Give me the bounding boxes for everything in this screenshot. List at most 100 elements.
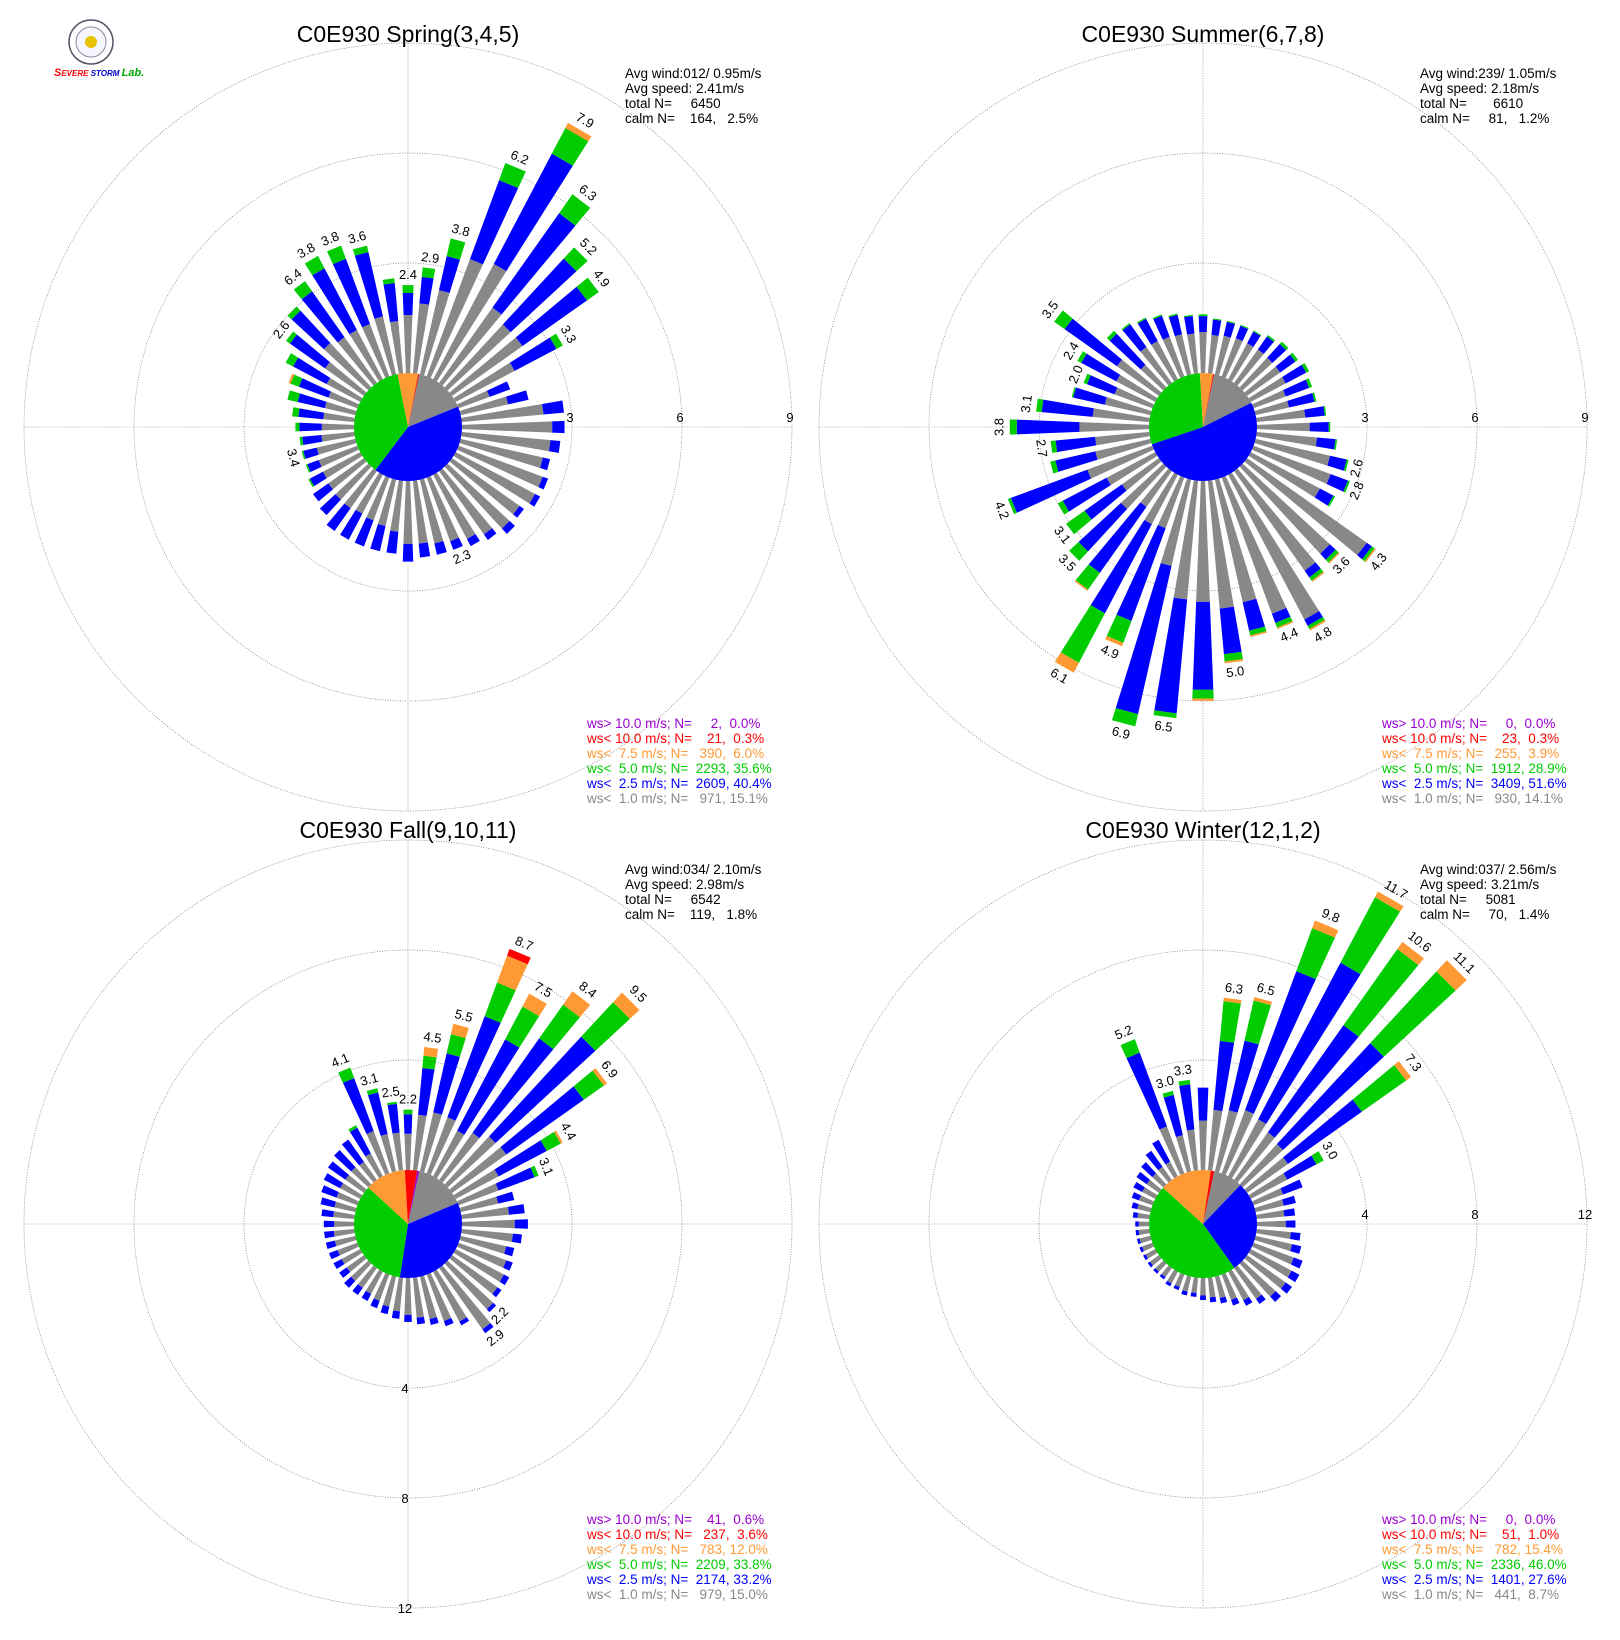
wind-bar-segment [1290,1232,1301,1241]
wind-bar-segment [332,258,371,328]
wind-bar-segment [1226,320,1236,324]
wind-bar-segment [1116,524,1166,621]
bar-value-label: 3.6 [346,228,367,247]
wind-bar-segment [324,1230,335,1239]
wind-bar-segment [380,1304,390,1315]
wind-bar-segment [1283,1208,1296,1217]
ring-label: 3 [566,410,573,425]
wind-bar-segment [422,1055,437,1070]
wind-bar-segment [1283,1099,1362,1164]
wind-bar-segment [433,472,476,540]
wind-bar-segment [367,1092,388,1136]
stats-line: calm N= 119, 1.8% [625,907,757,922]
wind-bar-segment [1282,1195,1296,1206]
wind-bar-segment [404,1277,412,1315]
wind-bar-segment [1254,400,1290,416]
stats-line: total N= 5081 [1420,892,1516,907]
wind-bar-segment [453,1249,504,1282]
legend-entry: ws> 10.0 m/s; N= 0, 0.0% [1381,716,1555,731]
stats-line: Avg wind:034/ 2.10m/s [625,862,762,877]
wind-bar-segment [488,1036,596,1144]
bar-value-label: 4.9 [1099,641,1121,662]
wind-bar-segment [1214,1275,1226,1299]
wind-bar-segment [426,1117,456,1175]
wind-bar-segment [1283,379,1310,397]
wind-bar-segment [1252,445,1331,484]
wind-bar-segment [457,1039,520,1135]
speed-pie-slice [354,1187,408,1278]
wind-bar-segment [1207,1277,1216,1298]
wind-bar-segment [333,1211,355,1220]
wind-bar-segment [382,278,395,285]
wind-bar-segment [499,163,526,189]
wind-bar-segment [439,1132,480,1183]
wind-bar-segment [1200,1295,1206,1300]
wind-bar-segment [1244,1000,1271,1045]
wind-bar-segment [433,1130,465,1179]
wind-bar-segment [292,407,300,417]
wind-bar-segment [1081,353,1121,382]
bar-value-label: 6.3 [1224,980,1244,997]
wind-bar-segment [391,1310,400,1319]
wind-bar-segment [1253,330,1262,336]
wind-bar-segment [1315,437,1336,450]
wind-bar-segment [1200,1277,1206,1296]
wind-bar-segment [286,331,297,344]
speed-pie-slice [1203,374,1252,427]
wind-bar-segment [393,1277,404,1312]
wind-bar-segment [327,245,346,265]
range-ring [23,42,793,812]
wind-bar-segment [1084,484,1127,520]
wind-bar-segment [1239,463,1330,554]
wind-rose-panel: 4 8 126.3 6.59.811.710.611.17.33.05.23.03.3… [818,817,1592,1609]
wind-bar-segment [1198,314,1208,317]
wind-bar-segment [402,543,414,562]
legend-entry: ws< 1.0 m/s; N= 979, 15.0% [586,1587,768,1602]
wind-bar-segment [1159,1273,1166,1280]
wind-bar-segment [1223,997,1242,1004]
wind-bar-segment [1248,452,1320,498]
wind-bar-segment [1090,519,1152,614]
wind-bar-segment [1228,1269,1250,1301]
wind-bar-segment [1248,1249,1292,1278]
wind-bar-segment [337,337,377,386]
wind-bar-segment [1133,1181,1145,1192]
bar-value-label: 2.4 [399,267,417,282]
bar-value-label: 4.5 [423,1029,443,1046]
wind-bar-segment [1304,611,1323,626]
wind-bar-segment [322,452,363,479]
wind-bar-segment [1120,1039,1140,1059]
wind-bar-segment [495,1167,535,1191]
wind-bar-segment [457,390,490,409]
wind-bar-segment [1252,390,1286,409]
wind-bar-segment [507,948,531,965]
wind-bar-segment [1239,1260,1276,1297]
wind-bar-segment [342,1078,374,1135]
wind-bar-segment [1136,1171,1150,1185]
wind-bar-segment [346,1255,367,1273]
wind-bar-segment [1075,564,1100,590]
wind-bar-segment [366,1131,390,1175]
speed-pie-slice [1203,1170,1215,1224]
wind-bar-segment [295,422,300,432]
wind-bar-segment [1184,315,1195,335]
lab-logo: SEVERE STORM Lab. [54,19,144,79]
wind-bar-segment [308,478,315,488]
wind-bar-segment [1270,1291,1282,1303]
wind-bar-segment [1137,318,1158,345]
wind-bar-segment [1142,1187,1158,1199]
wind-bar-segment [1311,1151,1324,1165]
wind-bar-segment [1115,563,1172,715]
wind-bar-segment [1307,617,1325,629]
wind-bar-segment [312,268,357,335]
wind-bar-segment [1362,546,1375,562]
wind-bar-segment [1221,476,1287,614]
legend-entry: ws< 2.5 m/s; N= 2609, 40.4% [586,776,772,791]
legend-entry: ws< 10.0 m/s; N= 51, 1.0% [1381,1527,1559,1542]
wind-bar-segment [453,362,515,402]
wind-bar-segment [459,1235,507,1254]
wind-bar-segment [1436,960,1467,991]
ring-label: 4 [1361,1207,1368,1222]
wind-bar-segment [348,1125,358,1132]
wind-bar-segment [553,1130,563,1144]
